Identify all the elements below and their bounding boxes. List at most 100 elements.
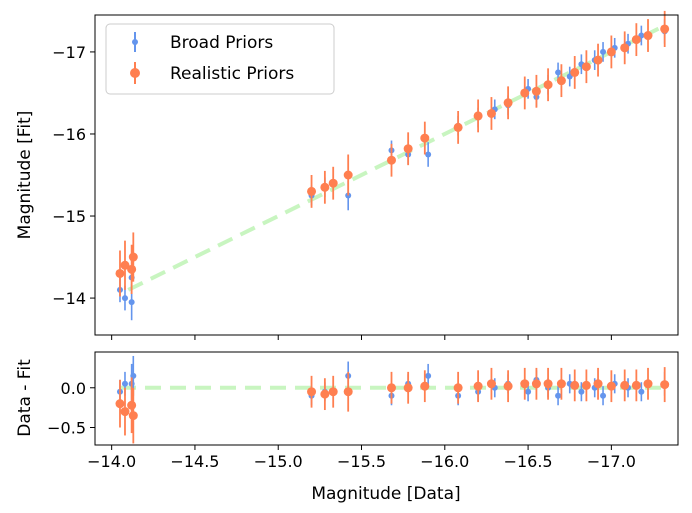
main-realistic-point [593, 55, 603, 65]
residual-realistic-point [127, 400, 137, 410]
residual-broad-point [600, 392, 607, 399]
residual-realistic-point [606, 381, 616, 391]
residual-panel: −14.0 −14.5 −15.0 −15.5 −16.0 −16.5 −17.0 0.0 −0… [15, 351, 679, 504]
main-realistic-point [386, 155, 396, 165]
main-realistic-point [643, 31, 653, 41]
main-realistic-point [486, 108, 496, 118]
residual-broad-point [638, 388, 645, 395]
residual-realistic-point [320, 389, 330, 399]
x-tick-label: −15.5 [337, 452, 386, 471]
main-realistic-point [307, 186, 317, 196]
x-tick-label: −16.5 [504, 452, 553, 471]
residual-realistic-point [556, 379, 566, 389]
legend-entry-broad[interactable]: Broad Priors [132, 32, 273, 53]
main-points-layer [115, 10, 670, 321]
residual-broad-point [130, 372, 137, 379]
x-tick-label: −14.0 [87, 452, 136, 471]
main-realistic-point [403, 144, 413, 154]
residual-realistic-point [486, 379, 496, 389]
residual-realistic-point [660, 380, 670, 390]
main-realistic-point [520, 88, 530, 98]
main-realistic-point [503, 98, 513, 108]
residual-broad-point [578, 388, 585, 395]
main-realistic-point [660, 24, 670, 34]
main-realistic-point [543, 80, 553, 90]
main-broad-point [128, 299, 135, 306]
residual-points-layer [115, 355, 670, 444]
residual-realistic-point [531, 379, 541, 389]
main-realistic-point [556, 76, 566, 86]
residual-realistic-point [386, 383, 396, 393]
main-realistic-point [328, 178, 338, 188]
legend-frame [105, 23, 335, 95]
residual-realistic-point [453, 383, 463, 393]
main-y-tick-label: −14 [52, 289, 86, 308]
residual-realistic-point [307, 387, 317, 397]
main-y-tick-label: −17 [52, 43, 86, 62]
main-realistic-point [128, 252, 138, 262]
residual-realistic-point [128, 411, 138, 421]
main-realistic-point [473, 111, 483, 121]
residual-realistic-point [328, 387, 338, 397]
residual-ticks-layer: −14.0 −14.5 −15.0 −15.5 −16.0 −16.5 −17.0 0.0 −0… [47, 379, 636, 471]
residual-realistic-point [120, 407, 130, 417]
residual-realistic-point [620, 380, 630, 390]
residual-broad-point [555, 392, 562, 399]
legend-broad-label: Broad Priors [170, 33, 273, 53]
x-tick-label: −17.0 [587, 452, 636, 471]
residual-realistic-point [503, 381, 513, 391]
residual-realistic-point [520, 379, 530, 389]
residual-broad-point [425, 372, 432, 379]
legend-entry-realistic[interactable]: Realistic Priors [130, 62, 294, 84]
main-realistic-point [343, 170, 353, 180]
x-axis-title: Magnitude [Data] [311, 484, 460, 504]
main-panel: −14 −15 −16 −17 Magnitude [Fit] Broad Prior… [15, 10, 679, 340]
residual-realistic-point [570, 380, 580, 390]
main-axes-frame [94, 14, 679, 336]
residual-realistic-point [593, 379, 603, 389]
residual-broad-point [121, 380, 128, 387]
main-broad-point [121, 295, 128, 302]
legend-broad-marker [132, 39, 138, 45]
main-realistic-point [531, 86, 541, 96]
residual-realistic-point [115, 399, 125, 409]
main-broad-point [600, 48, 607, 55]
main-realistic-point [570, 67, 580, 77]
main-ticks-layer: −14 −15 −16 −17 [52, 43, 612, 340]
residual-y-axis-title: Data - Fit [15, 359, 35, 437]
main-realistic-point [320, 182, 330, 192]
main-broad-point [555, 69, 562, 76]
legend-realistic-marker [130, 68, 140, 78]
residual-realistic-point [631, 380, 641, 390]
main-realistic-point [453, 122, 463, 132]
main-y-axis-title: Magnitude [Fit] [15, 111, 35, 240]
main-realistic-point [420, 133, 430, 143]
residual-realistic-point [473, 381, 483, 391]
residual-realistic-point [343, 387, 353, 397]
main-realistic-point [631, 35, 641, 45]
main-broad-point [425, 151, 432, 158]
residual-realistic-point [643, 379, 653, 389]
residual-y-tick-label: 0.0 [61, 379, 86, 398]
x-tick-label: −15.0 [254, 452, 303, 471]
x-tick-label: −16.0 [420, 452, 469, 471]
legend[interactable]: Broad Priors Realistic Priors [105, 23, 335, 95]
residual-realistic-point [581, 380, 591, 390]
residual-broad-point [525, 388, 532, 395]
main-realistic-point [115, 268, 125, 278]
x-tick-label: −14.5 [170, 452, 219, 471]
main-realistic-point [127, 264, 137, 274]
residual-realistic-point [420, 381, 430, 391]
residual-realistic-point [543, 379, 553, 389]
residual-axes-frame [94, 351, 679, 446]
main-y-tick-label: −15 [52, 207, 86, 226]
legend-realistic-label: Realistic Priors [170, 64, 294, 84]
main-realistic-point [120, 260, 130, 270]
main-realistic-point [581, 62, 591, 72]
residual-y-tick-label: −0.5 [47, 419, 86, 438]
residual-realistic-point [403, 383, 413, 393]
main-realistic-point [606, 47, 616, 57]
main-y-tick-label: −16 [52, 125, 86, 144]
